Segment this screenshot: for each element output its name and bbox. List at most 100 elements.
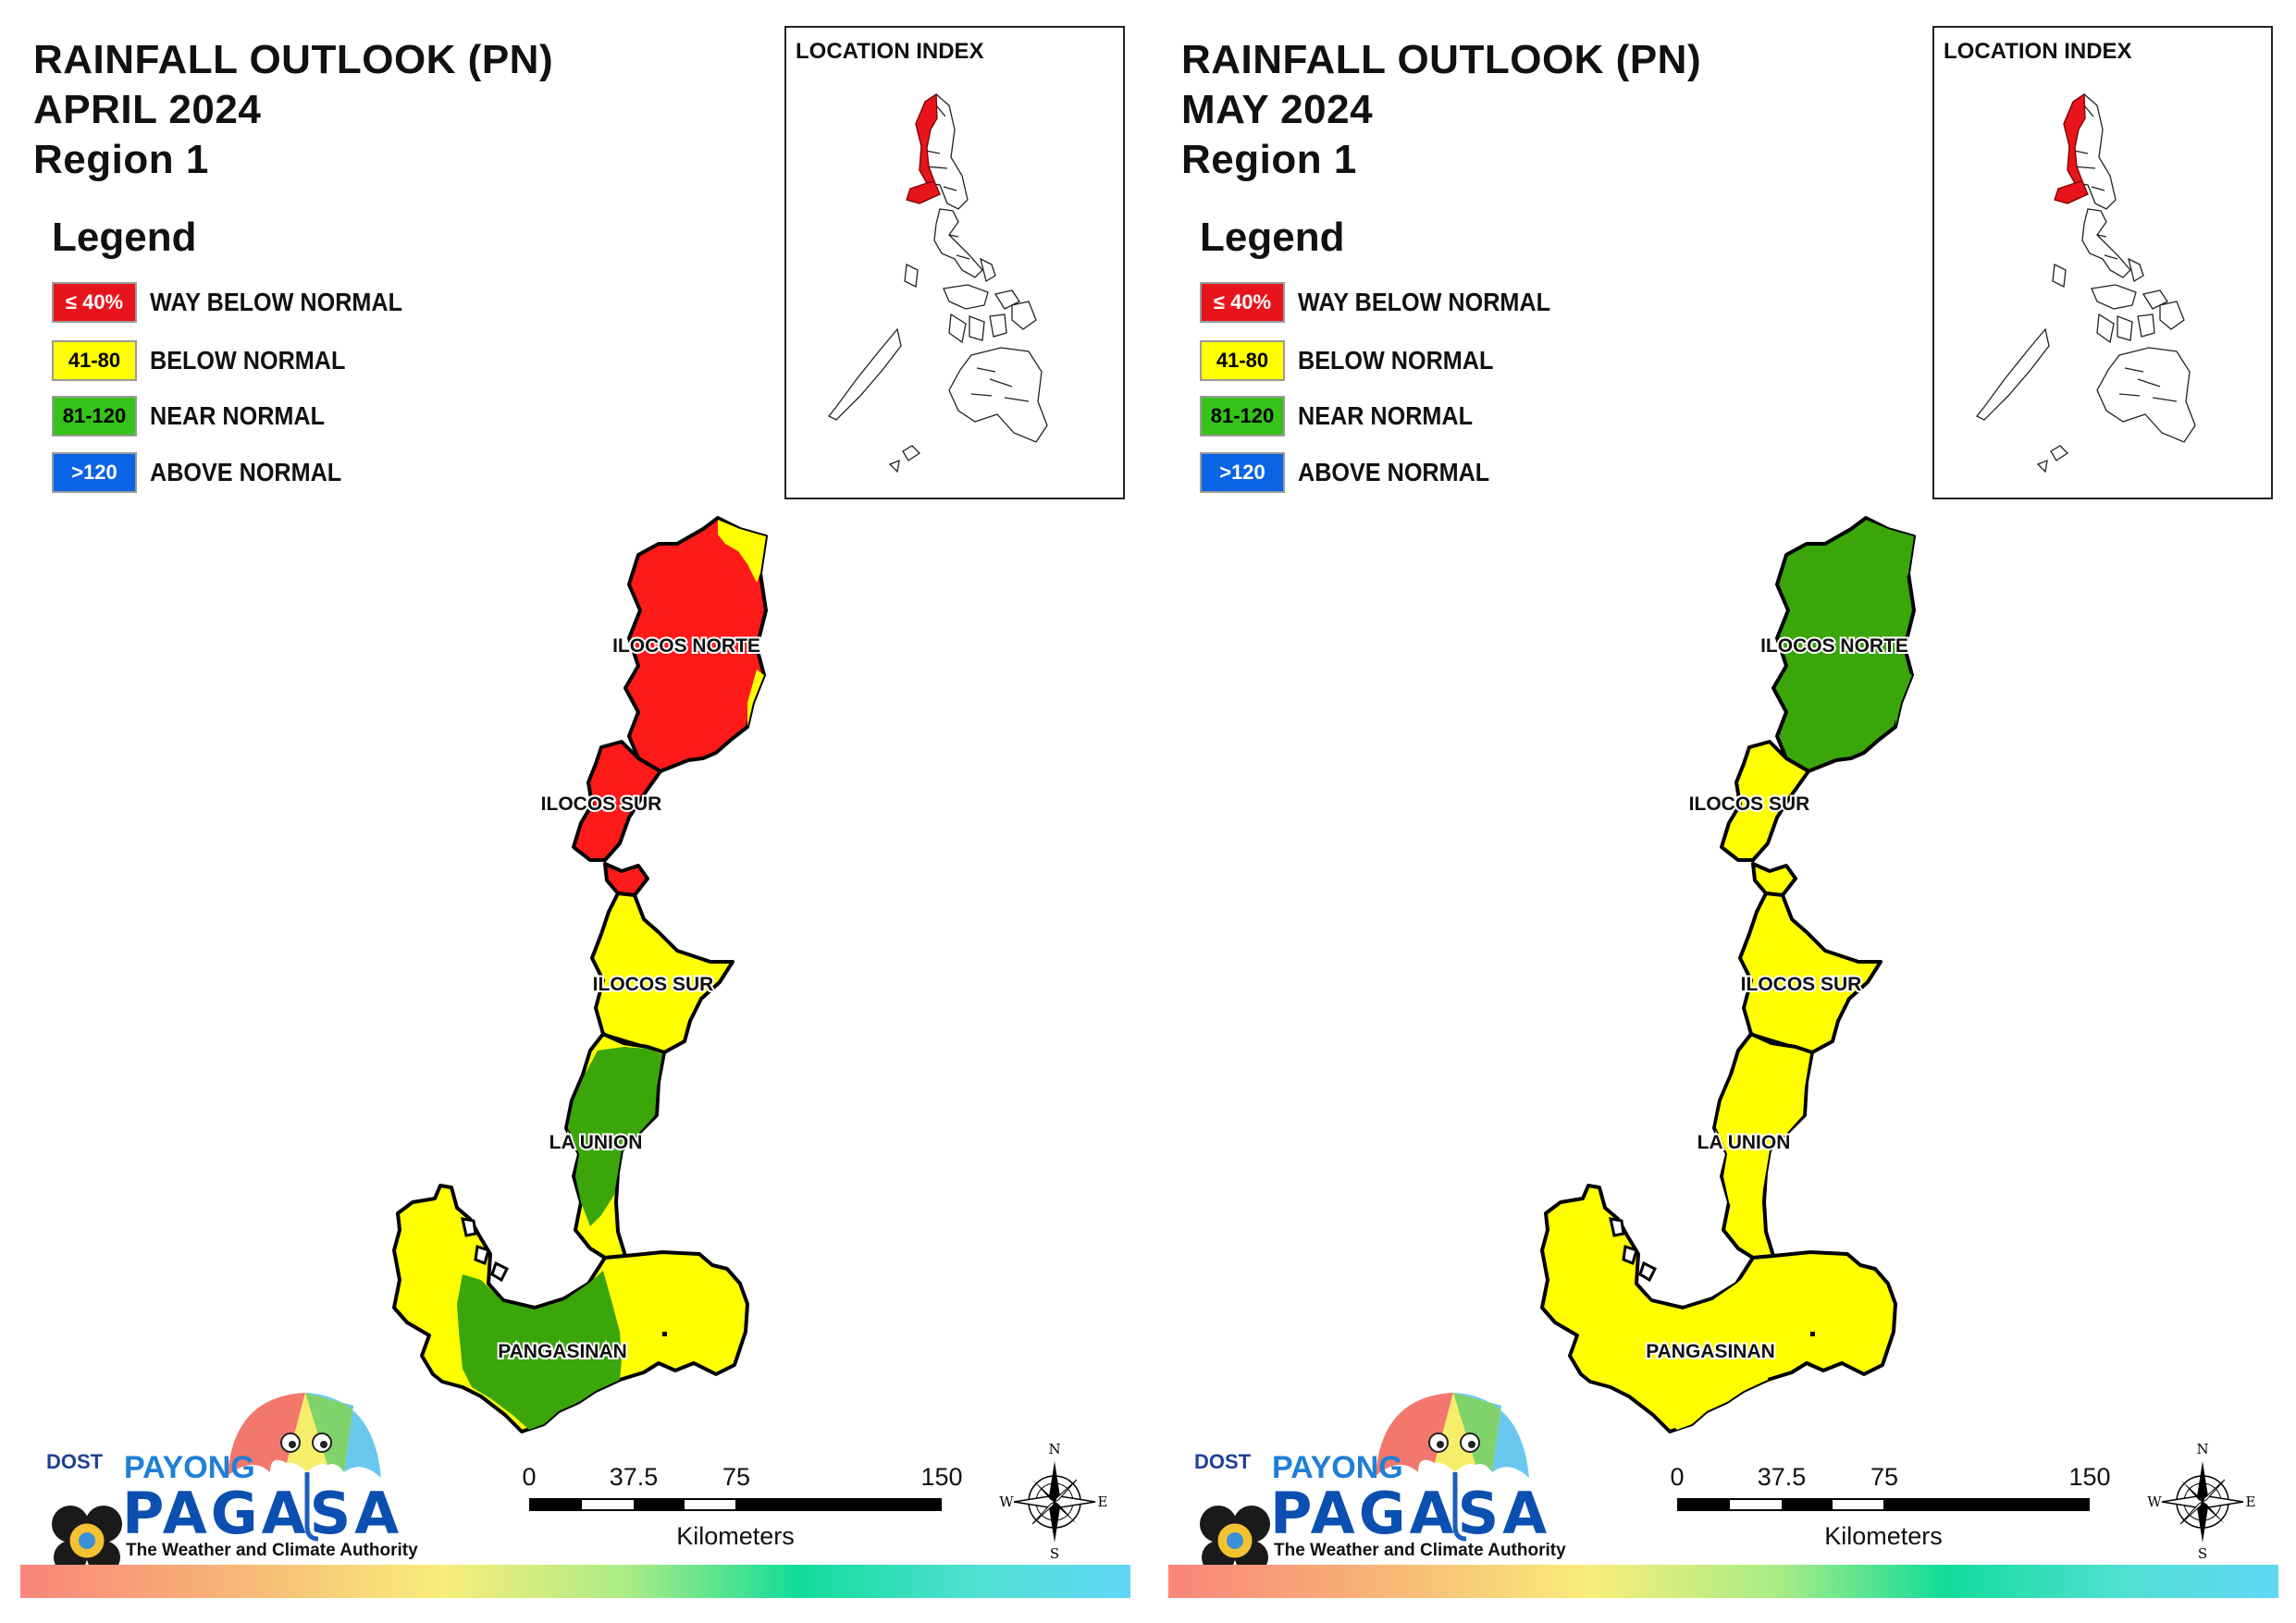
compass-e: E: [1098, 1494, 1108, 1510]
payong-pagasa-logo: DOST PAYONG PAGASA The Weather and Clima…: [1176, 1387, 1566, 1572]
compass-n: N: [1048, 1441, 1060, 1457]
map-title: RAINFALL OUTLOOK (PN) MAY 2024 Region 1: [1181, 35, 1701, 185]
label-ilocos-norte: ILOCOS NORTE: [612, 635, 760, 657]
compass-s: S: [2198, 1545, 2207, 1561]
location-index-inset: LOCATION INDEX: [1932, 26, 2273, 499]
ilocos-sur-north-area: [1751, 862, 1797, 897]
scale-bar-segments: [1677, 1498, 2090, 1511]
la-union-patch: [1716, 1047, 1810, 1226]
region1-map: ILOCOS NORTE ILOCOS SUR ILOCOS SUR LA UN…: [1540, 516, 1916, 1433]
label-ilocos-sur-upper: ILOCOS SUR: [1689, 793, 1810, 815]
ilocos-sur-south-area: [590, 891, 734, 1054]
legend-swatch: 41-80: [52, 340, 137, 381]
outlook-panel-april: RAINFALL OUTLOOK (PN) APRIL 2024 Region …: [20, 26, 1130, 1598]
legend-swatch: ≤ 40%: [1200, 282, 1285, 323]
title-product: RAINFALL OUTLOOK (PN): [1181, 37, 1702, 82]
compass-rose-icon: N E S W: [2147, 1441, 2256, 1562]
title-product: RAINFALL OUTLOOK (PN): [33, 37, 554, 82]
payong-pagasa-logo: DOST PAYONG PAGASA The Weather and Clima…: [28, 1387, 418, 1572]
label-ilocos-sur-lower: ILOCOS SUR: [593, 974, 714, 995]
label-pangasinan: PANGASINAN: [498, 1341, 627, 1362]
footer-gradient-bar: [20, 1565, 1130, 1598]
ilocos-norte-patch: [1866, 520, 1914, 583]
scale-tick-label: 75: [722, 1463, 751, 1491]
ilocos-norte-area: [623, 516, 768, 773]
scale-unit-label: Kilometers: [1824, 1522, 1943, 1550]
legend-label: BELOW NORMAL: [1298, 346, 1494, 375]
legend-heading: Legend: [52, 215, 197, 260]
legend-label: NEAR NORMAL: [150, 401, 325, 430]
legend-item-near: 81-120 NEAR NORMAL: [52, 393, 344, 439]
logo-dost-text: DOST: [1194, 1450, 1252, 1473]
logo-payong-text: PAYONG: [124, 1450, 255, 1485]
title-month: APRIL 2024: [33, 87, 262, 132]
scale-tick-label: 0: [522, 1463, 537, 1491]
logo-tagline: The Weather and Climate Authority: [1274, 1541, 1566, 1560]
compass-n: N: [2196, 1441, 2208, 1457]
footer-gradient-bar: [1168, 1565, 2278, 1598]
ilocos-norte-patch: [1895, 670, 1912, 727]
logo-payong-text: PAYONG: [1272, 1450, 1403, 1485]
legend-label: WAY BELOW NORMAL: [150, 288, 403, 316]
scale-tick-label: 150: [2068, 1463, 2111, 1491]
scale-tick-label: 150: [920, 1463, 963, 1491]
location-index-title: LOCATION INDEX: [796, 39, 984, 64]
north-arrow-compass: N E S W: [999, 1441, 1110, 1562]
legend-swatch: 41-80: [1200, 340, 1285, 381]
legend-swatch: 81-120: [52, 396, 137, 436]
label-ilocos-norte: ILOCOS NORTE: [1760, 635, 1908, 657]
compass-e: E: [2246, 1494, 2256, 1510]
legend-swatch: >120: [52, 452, 137, 493]
logo-dost-text: DOST: [46, 1450, 104, 1473]
region1-map: ILOCOS NORTE ILOCOS SUR ILOCOS SUR LA UN…: [392, 516, 768, 1433]
scale-bar: 0 37.5 75 150 Kilometers: [522, 1463, 962, 1550]
legend-item-way-below: ≤ 40% WAY BELOW NORMAL: [1200, 279, 1578, 326]
ilocos-norte-patch: [747, 670, 764, 727]
la-union-patch: [568, 1047, 662, 1226]
town-marker: [662, 1332, 667, 1336]
legend-item-above: >120 ABOVE NORMAL: [1200, 449, 1511, 496]
philippines-outline-map: [827, 92, 1048, 473]
label-pangasinan: PANGASINAN: [1646, 1341, 1775, 1362]
label-la-union: LA UNION: [1697, 1132, 1791, 1153]
scale-tick-label: 37.5: [1757, 1463, 1807, 1491]
title-region: Region 1: [33, 137, 209, 182]
ilocos-norte-patch: [718, 520, 766, 583]
legend-heading: Legend: [1200, 215, 1345, 260]
label-la-union: LA UNION: [549, 1132, 643, 1153]
scale-tick-label: 37.5: [609, 1463, 659, 1491]
umbrella-logo-icon: [52, 1393, 381, 1572]
legend-item-near: 81-120 NEAR NORMAL: [1200, 393, 1492, 439]
logo-tagline: The Weather and Climate Authority: [126, 1541, 418, 1560]
logo-pagasa-text: PAGASA: [122, 1480, 403, 1547]
pangasinan-patch: [457, 1271, 622, 1430]
compass-s: S: [1050, 1545, 1059, 1561]
legend-label: ABOVE NORMAL: [150, 458, 342, 486]
legend-item-way-below: ≤ 40% WAY BELOW NORMAL: [52, 279, 430, 326]
compass-w: W: [2147, 1494, 2162, 1510]
title-region: Region 1: [1181, 137, 1357, 182]
legend-item-below: 41-80 BELOW NORMAL: [52, 338, 367, 384]
legend-label: WAY BELOW NORMAL: [1298, 288, 1551, 316]
scale-bar: 0 37.5 75 150 Kilometers: [1670, 1463, 2110, 1550]
legend-swatch: ≤ 40%: [52, 282, 137, 323]
region1-highlight: [906, 92, 941, 204]
legend-label: NEAR NORMAL: [1298, 401, 1473, 430]
legend-item-below: 41-80 BELOW NORMAL: [1200, 338, 1515, 384]
compass-w: W: [999, 1494, 1014, 1510]
label-ilocos-sur-lower: ILOCOS SUR: [1741, 974, 1862, 995]
scale-bar-segments: [529, 1498, 942, 1511]
north-arrow-compass: N E S W: [2147, 1441, 2258, 1562]
ilocos-sur-north-area: [603, 862, 649, 897]
legend-item-above: >120 ABOVE NORMAL: [52, 449, 363, 496]
region1-highlight: [2054, 92, 2089, 204]
compass-rose-icon: N E S W: [999, 1441, 1108, 1562]
logo-pagasa-text: PAGASA: [1270, 1480, 1551, 1547]
legend-swatch: >120: [1200, 452, 1285, 493]
map-title: RAINFALL OUTLOOK (PN) APRIL 2024 Region …: [33, 35, 553, 185]
ilocos-sur-south-area: [1738, 891, 1882, 1054]
label-ilocos-sur-upper: ILOCOS SUR: [541, 793, 662, 815]
philippines-outline-map: [1975, 92, 2196, 473]
outlook-panel-may: RAINFALL OUTLOOK (PN) MAY 2024 Region 1 …: [1148, 0, 2296, 1623]
location-index-inset: LOCATION INDEX: [784, 26, 1125, 499]
